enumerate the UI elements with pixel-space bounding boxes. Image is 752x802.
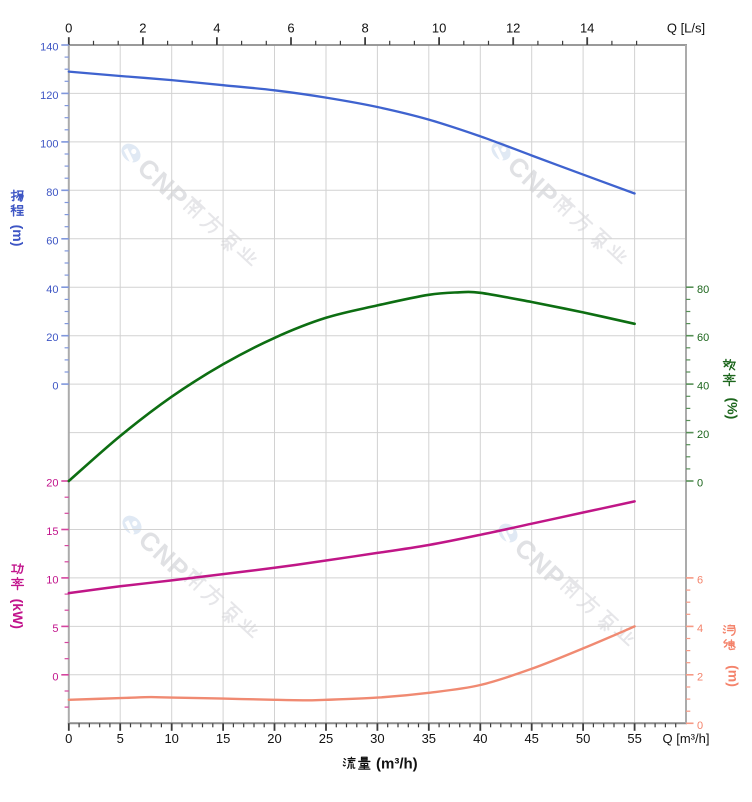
svg-text:45: 45	[524, 731, 538, 746]
svg-text:55: 55	[627, 731, 641, 746]
svg-text:80: 80	[697, 284, 709, 296]
svg-text:2: 2	[697, 671, 703, 683]
svg-text:60: 60	[697, 332, 709, 344]
svg-text:20: 20	[267, 731, 281, 746]
svg-text:120: 120	[40, 90, 58, 102]
svg-text:30: 30	[370, 731, 384, 746]
svg-text:10: 10	[432, 21, 446, 36]
svg-text:50: 50	[576, 731, 590, 746]
svg-text:15: 15	[46, 526, 58, 538]
svg-text:60: 60	[46, 235, 58, 247]
svg-text:(kW): (kW)	[10, 599, 26, 629]
svg-text:14: 14	[580, 21, 594, 36]
svg-text:(m³/h): (m³/h)	[376, 756, 418, 773]
svg-text:100: 100	[40, 138, 58, 150]
svg-text:Q [L/s]: Q [L/s]	[667, 21, 705, 36]
svg-text:0: 0	[52, 671, 58, 683]
svg-text:40: 40	[697, 381, 709, 393]
svg-text:15: 15	[216, 731, 230, 746]
svg-text:10: 10	[164, 731, 178, 746]
svg-text:6: 6	[287, 21, 294, 36]
svg-text:0: 0	[697, 478, 703, 490]
svg-text:35: 35	[422, 731, 436, 746]
svg-text:0: 0	[65, 731, 72, 746]
svg-text:2: 2	[139, 21, 146, 36]
svg-text:5: 5	[52, 623, 58, 635]
svg-text:0: 0	[52, 381, 58, 393]
svg-text:10: 10	[46, 574, 58, 586]
svg-text:12: 12	[506, 21, 520, 36]
svg-text:4: 4	[697, 623, 703, 635]
svg-text:40: 40	[473, 731, 487, 746]
svg-text:6: 6	[697, 574, 703, 586]
svg-text:Q [m³/h]: Q [m³/h]	[663, 731, 710, 746]
svg-text:(m): (m)	[725, 665, 741, 687]
svg-text:0: 0	[65, 21, 72, 36]
svg-text:20: 20	[46, 478, 58, 490]
svg-text:20: 20	[697, 429, 709, 441]
svg-text:0: 0	[697, 720, 703, 732]
svg-text:8: 8	[361, 21, 368, 36]
svg-text:40: 40	[46, 284, 58, 296]
svg-text:(m): (m)	[10, 225, 26, 247]
svg-text:5: 5	[117, 731, 124, 746]
svg-text:(%): (%)	[725, 398, 741, 420]
svg-text:20: 20	[46, 332, 58, 344]
svg-text:25: 25	[319, 731, 333, 746]
svg-text:4: 4	[213, 21, 220, 36]
svg-text:140: 140	[40, 42, 58, 54]
svg-text:80: 80	[46, 187, 58, 199]
